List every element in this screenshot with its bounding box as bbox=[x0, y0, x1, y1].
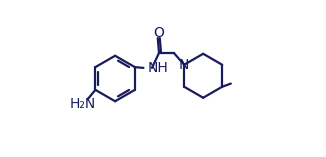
Text: O: O bbox=[153, 26, 164, 40]
Text: N: N bbox=[179, 58, 189, 72]
Text: H₂N: H₂N bbox=[70, 97, 96, 111]
Text: NH: NH bbox=[148, 61, 168, 75]
